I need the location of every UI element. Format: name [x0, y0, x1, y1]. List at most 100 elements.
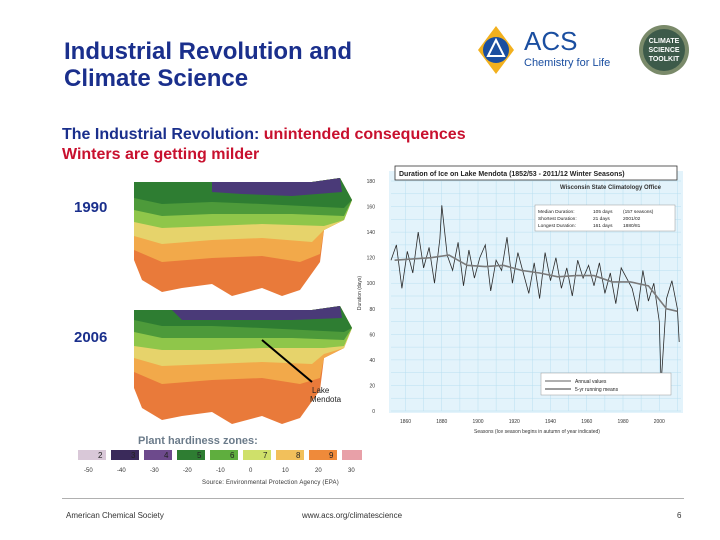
toolkit-logo-line-2: SCIENCE	[648, 47, 679, 54]
y-tick-label: 0	[372, 409, 375, 415]
zone-swatch	[210, 450, 238, 460]
legend-box	[540, 372, 672, 396]
stat-value: 21 days	[593, 216, 610, 222]
y-tick-label: 160	[367, 205, 376, 211]
slide-subtitle: The Industrial Revolution: unintended co…	[62, 125, 466, 165]
hardiness-maps: 1990 2006 Lake Mendota Plant hardiness z…	[74, 178, 362, 474]
chart-title: Duration of Ice on Lake Mendota (1852/53…	[399, 171, 625, 178]
map-1990: 1990	[74, 178, 352, 296]
lake-label-line-1: Lake	[312, 386, 330, 395]
zone-temperature: 0	[249, 468, 253, 474]
map-2006: 2006	[74, 306, 352, 424]
footer-url[interactable]: www.acs.org/climatescience	[302, 511, 403, 520]
footer-divider	[62, 498, 684, 499]
acs-logo-text: ACS	[524, 26, 577, 56]
y-tick-label: 100	[367, 281, 376, 287]
chart-legend: Annual values 5-yr running means	[540, 372, 672, 396]
lake-mendota-arrow	[261, 339, 313, 383]
zone-swatch	[177, 450, 205, 460]
zone-swatch	[276, 450, 304, 460]
zone-number: 2	[98, 451, 103, 460]
chart-y-ticks: 0 20 40 60 80 100 120 140 160 180	[367, 179, 376, 415]
zone-temperature: -50	[84, 468, 93, 474]
toolkit-logo-line-3: TOOLKIT	[649, 56, 680, 63]
map-2006-label: 2006	[74, 329, 107, 346]
slide-title-line-2: Climate Science	[64, 65, 249, 92]
page-number: 6	[677, 511, 682, 520]
stat-note: 1880/81	[623, 223, 641, 229]
lake-label-line-2: Mendota	[310, 395, 342, 404]
stat-note: 2001/02	[623, 216, 641, 222]
chart-subtitle: Wisconsin State Climatology Office	[560, 185, 662, 191]
y-tick-label: 80	[369, 307, 375, 313]
x-tick-label: 1900	[472, 419, 483, 425]
toolkit-logo-line-1: CLIMATE	[649, 38, 680, 45]
x-tick-label: 1920	[509, 419, 520, 425]
chart-title-box	[394, 165, 678, 181]
slide-title-line-1: Industrial Revolution and	[64, 38, 353, 65]
stat-label: Median Duration:	[538, 209, 575, 215]
series-annual-values	[390, 205, 680, 385]
zone-temperature: 20	[315, 468, 322, 474]
zone-number: 8	[296, 451, 301, 460]
zone-legend: 2-503-404-305-206-10708109201030	[78, 450, 362, 474]
map-1990-north	[212, 178, 342, 196]
zone-temperature: -20	[183, 468, 192, 474]
map-1990-label: 1990	[74, 199, 107, 216]
zone-temperature: -40	[117, 468, 126, 474]
stat-label: Longest Duration:	[538, 223, 576, 229]
zone-number: 4	[164, 451, 169, 460]
acs-logo-triangle	[486, 37, 506, 57]
x-tick-label: 2000	[654, 419, 665, 425]
zone-temperature: -30	[150, 468, 159, 474]
zone-number: 3	[131, 451, 136, 460]
acs-logo-tagline: Chemistry for Life	[524, 57, 610, 69]
zone-number: 6	[230, 451, 235, 460]
y-tick-label: 120	[367, 256, 376, 262]
source-credit: Source: Environmental Protection Agency …	[202, 480, 339, 486]
chart-y-axis-label: Duration (days)	[357, 276, 363, 311]
stat-note: (157 seasons)	[623, 209, 654, 215]
subtitle-line-2: Winters are getting milder	[62, 146, 260, 163]
zone-swatch	[144, 450, 172, 460]
x-tick-label: 1960	[581, 419, 592, 425]
slide-title: Industrial Revolution and Climate Scienc…	[64, 38, 444, 92]
zone-number: 7	[263, 451, 268, 460]
chart-stats: Median Duration: 105 days (157 seasons) Sho…	[534, 204, 676, 232]
stats-box	[534, 204, 676, 232]
y-tick-label: 60	[369, 332, 375, 338]
zone-temperature: 30	[348, 468, 355, 474]
x-tick-label: 1940	[545, 419, 556, 425]
y-tick-label: 40	[369, 358, 375, 364]
chart-x-ticks: 1860 1880 1900 1920 1940 1960 1980 2000	[400, 419, 665, 425]
stat-value: 105 days	[593, 209, 613, 215]
map-2006-north	[172, 306, 342, 320]
legend-title: Plant hardiness zones:	[138, 435, 258, 447]
climate-toolkit-logo: CLIMATE SCIENCE TOOLKIT	[639, 25, 689, 75]
acs-logo: ACS Chemistry for Life	[478, 26, 610, 74]
subtitle-prefix: The Industrial Revolution:	[62, 126, 264, 143]
zone-temperature: -10	[216, 468, 225, 474]
series-running-mean	[394, 254, 678, 313]
y-tick-label: 180	[367, 179, 376, 185]
stat-label: Shortest Duration:	[538, 216, 577, 222]
zone-swatch	[78, 450, 106, 460]
zone-swatch	[342, 450, 362, 460]
zone-swatch	[243, 450, 271, 460]
x-tick-label: 1980	[617, 419, 628, 425]
y-tick-label: 140	[367, 230, 376, 236]
x-tick-label: 1880	[436, 419, 447, 425]
zone-swatch	[111, 450, 139, 460]
zone-temperature: 10	[282, 468, 289, 474]
zone-swatch	[309, 450, 337, 460]
subtitle-highlight: unintended consequences	[263, 126, 466, 143]
footer-organization: American Chemical Society	[66, 511, 164, 520]
ice-duration-chart: Duration of Ice on Lake Mendota (1852/53…	[357, 165, 683, 435]
toolkit-logo-globe	[643, 29, 685, 71]
y-tick-label: 20	[369, 383, 375, 389]
legend-label-mean: 5-yr running means	[575, 387, 619, 393]
stat-value: 161 days	[593, 223, 613, 229]
zone-number: 9	[329, 451, 334, 460]
zone-number: 5	[197, 451, 202, 460]
chart-x-axis-label: Seasons (Ice season begins in autumn of …	[474, 429, 600, 435]
